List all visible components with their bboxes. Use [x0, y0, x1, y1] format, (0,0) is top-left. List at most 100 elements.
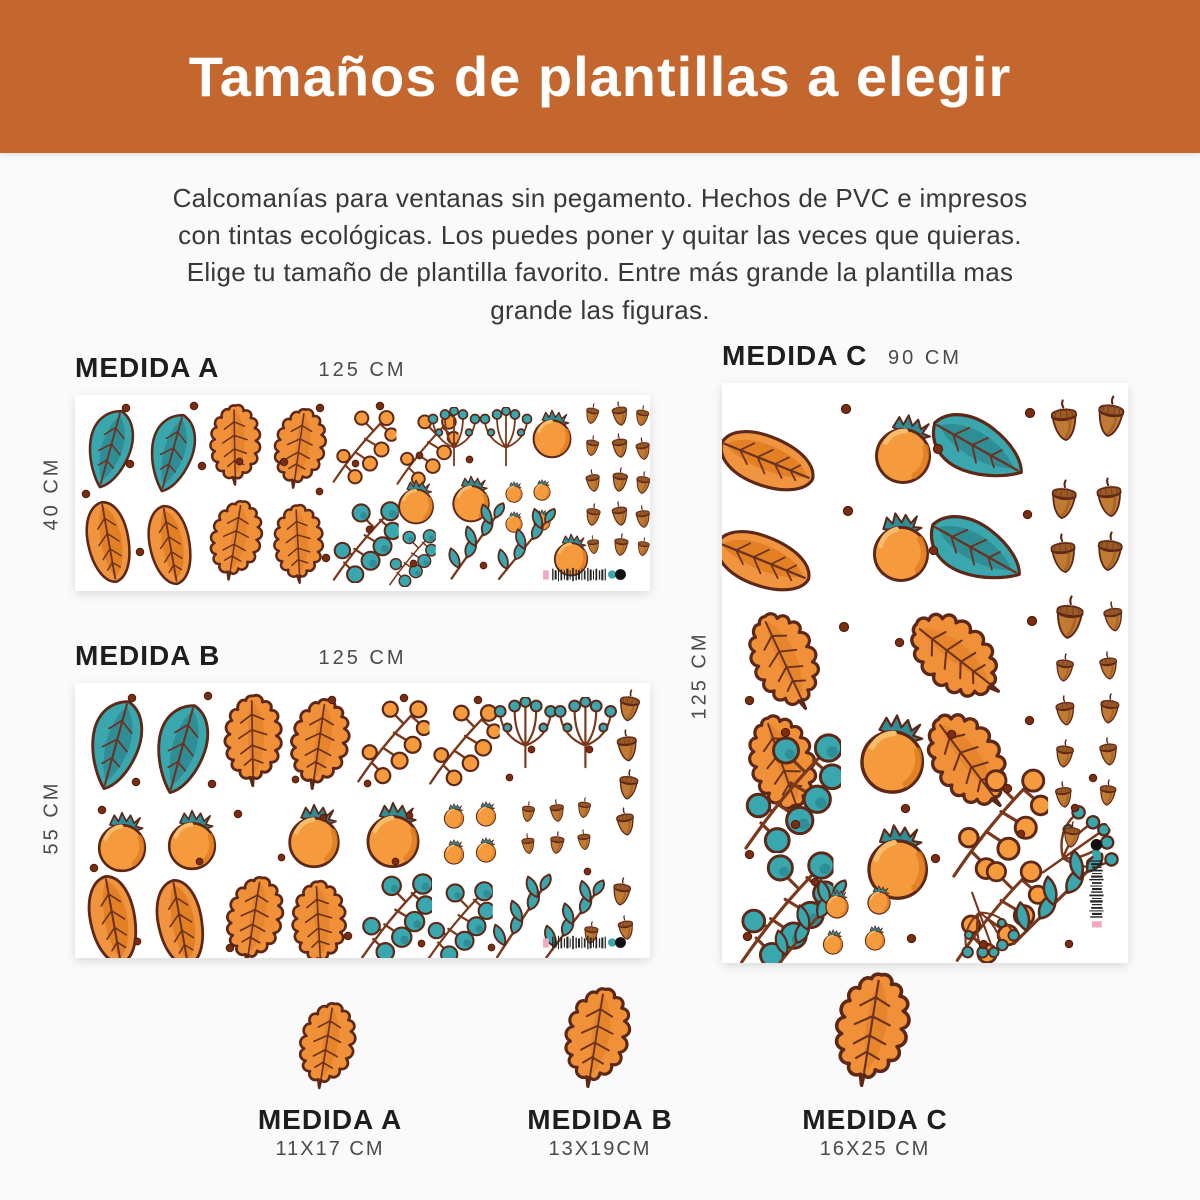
- berries-orange-sticker: [357, 700, 430, 785]
- acorn-sticker: [1101, 599, 1126, 634]
- panel-b-height-label: 55 CM: [40, 780, 63, 855]
- acorn-sticker: [1098, 692, 1121, 725]
- oak-leaf-icon: [294, 999, 361, 1093]
- dot-sticker: [583, 867, 592, 876]
- sample-a-size: 11X17 CM: [275, 1138, 385, 1160]
- dot-sticker: [97, 805, 107, 815]
- dot-sticker: [121, 403, 131, 413]
- sprig-teal-sticker: [943, 881, 1025, 963]
- dot-sticker: [810, 877, 820, 887]
- dot-sticker: [233, 809, 243, 819]
- fruit-sticker: [504, 511, 524, 533]
- fruit-sticker: [475, 837, 497, 863]
- fruit-sticker: [475, 801, 497, 827]
- acorn-sticker: [1094, 393, 1127, 440]
- dot-sticker: [279, 457, 289, 467]
- acorn-sticker: [612, 532, 630, 557]
- dot-sticker: [790, 819, 801, 830]
- dot-sticker: [932, 443, 944, 455]
- dot-sticker: [133, 937, 142, 946]
- leaf-oval-sticker: [722, 418, 824, 505]
- panel-b-sticker-sheet: [75, 683, 650, 958]
- dot-sticker: [1002, 783, 1013, 794]
- fruit-sticker: [859, 712, 927, 795]
- panel-medida-a: MEDIDA A 125 CM: [75, 352, 650, 591]
- dot-sticker: [417, 939, 426, 948]
- dot-sticker: [405, 811, 414, 820]
- panel-c-title: MEDIDA C: [722, 340, 868, 371]
- acorn-sticker: [586, 534, 601, 555]
- panel-a-header: MEDIDA A 125 CM: [75, 352, 650, 383]
- dot-sticker: [1024, 407, 1036, 419]
- fruit-sticker: [869, 510, 931, 584]
- dot-sticker: [189, 401, 199, 411]
- dot-sticker: [928, 545, 939, 556]
- dot-sticker: [135, 547, 145, 557]
- dot-sticker: [840, 403, 852, 415]
- dot-sticker: [1064, 939, 1074, 949]
- panel-a-height-label: 40 CM: [40, 456, 63, 531]
- leaf-oak-sticker: [206, 402, 265, 488]
- dot-sticker: [1016, 829, 1026, 839]
- oak-leaf-sticker: [294, 999, 361, 1093]
- acorn-sticker: [1097, 650, 1120, 681]
- acorn-sticker: [584, 502, 602, 528]
- leaf-oak-sticker: [220, 692, 287, 789]
- dot-sticker: [900, 803, 911, 814]
- dot-sticker: [838, 621, 850, 633]
- dot-sticker: [203, 691, 213, 701]
- twig-teal-sticker: [490, 868, 553, 958]
- dot-sticker: [127, 693, 137, 703]
- dot-sticker: [415, 451, 424, 460]
- leaf-oval-sticker: [722, 518, 820, 605]
- sample-c-size: 16X25 CM: [819, 1138, 931, 1160]
- fruit-sticker: [443, 839, 465, 865]
- dot-sticker: [319, 813, 328, 822]
- sample-a-label: MEDIDA A: [257, 1104, 403, 1135]
- dot-sticker: [465, 455, 474, 464]
- acorn-sticker: [616, 914, 636, 942]
- dot-sticker: [1088, 773, 1098, 783]
- dot-sticker: [277, 853, 286, 862]
- panel-a-width-label: 125 CM: [318, 359, 407, 381]
- dot-sticker: [479, 561, 488, 570]
- fruit-sticker: [99, 813, 145, 871]
- fruit-sticker: [873, 412, 935, 486]
- acorn-sticker: [520, 800, 537, 823]
- dot-sticker: [473, 695, 483, 705]
- dot-sticker: [315, 403, 325, 413]
- panel-a-title: MEDIDA A: [75, 352, 220, 383]
- dot-sticker: [978, 939, 989, 950]
- acorn-sticker: [634, 470, 650, 496]
- acorn-sticker: [584, 434, 601, 458]
- dot-sticker: [235, 457, 244, 466]
- sample-a-leafbox: [294, 968, 364, 1096]
- acorn-sticker: [520, 832, 536, 855]
- acorn-sticker: [610, 432, 630, 459]
- dot-sticker: [409, 559, 418, 568]
- dot-sticker: [1070, 803, 1080, 813]
- leaf-teal-sticker: [145, 697, 217, 800]
- acorn-sticker: [610, 500, 630, 528]
- acorn-sticker: [1097, 736, 1120, 767]
- leaf-teal-sticker: [140, 408, 203, 498]
- acorn-sticker: [610, 875, 633, 908]
- fruit-sticker: [443, 803, 465, 829]
- dot-sticker: [742, 931, 753, 942]
- panel-a-sticker-sheet: [75, 395, 650, 591]
- dot-sticker: [363, 779, 372, 788]
- fruit-sticker: [169, 811, 215, 869]
- sprig-teal-sticker: [553, 697, 618, 769]
- acorn-sticker: [634, 504, 650, 529]
- panel-c-sticker-sheet: [722, 383, 1128, 963]
- sample-c-leafbox: [828, 968, 920, 1096]
- header-banner: Tamaños de plantillas a elegir: [0, 0, 1200, 153]
- oak-leaf-icon: [559, 983, 636, 1092]
- panel-c-sticker-art: [722, 393, 1128, 963]
- leaf-oval-sticker: [149, 875, 211, 958]
- acorn-sticker: [548, 798, 566, 823]
- leaf-teal-sticker: [78, 404, 141, 494]
- acorn-sticker: [1054, 694, 1077, 727]
- dot-sticker: [527, 745, 536, 754]
- sprig-teal-sticker: [479, 407, 533, 467]
